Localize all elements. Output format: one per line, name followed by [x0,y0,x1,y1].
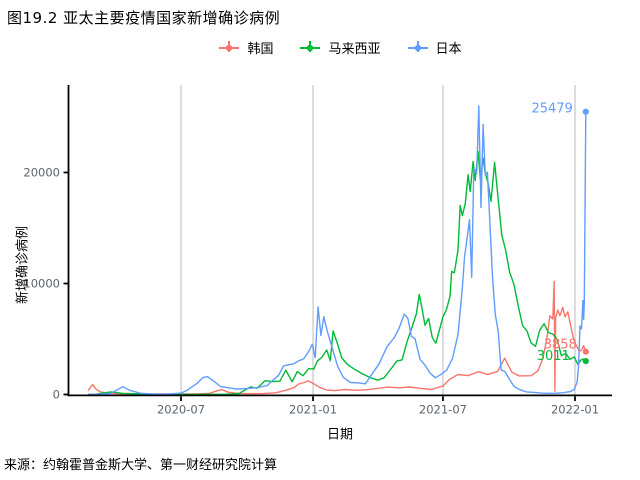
x-tick-label: 2021-01 [289,403,337,417]
legend-key-icon [300,41,321,52]
legend-item-malaysia: 马来西亚 [299,38,381,57]
x-tick-label: 2020-07 [157,403,205,417]
series-endpoint-马来西亚 [582,358,589,365]
y-tick-label: 0 [53,388,60,402]
legend-label: 日本 [435,41,462,57]
series-endpoint-韩国 [582,348,589,355]
series-line-韩国 [87,280,587,395]
legend-label: 韩国 [247,41,274,57]
data-label-3011: 3011 [537,349,570,364]
data-label-3858: 3858 [544,338,577,353]
series-line-马来西亚 [87,150,587,396]
y-tick-label: 10000 [23,277,60,291]
series-line-日本 [87,105,587,396]
y-tick-label: 20000 [23,166,60,180]
data-label-25479: 25479 [531,102,572,117]
legend: 韩国 马来西亚 日本 [68,37,612,57]
legend-label: 马来西亚 [328,41,381,57]
legend-item-japan: 日本 [407,38,462,57]
y-axis-title: 新增确诊病例 [15,225,31,305]
x-tick-label: 2021-07 [419,403,467,417]
legend-key-icon [407,41,428,52]
figure-title: 图19.2 亚太主要疫情国家新增确诊病例 [7,9,281,27]
legend-item-korea: 韩国 [218,38,273,57]
legend-key-icon [219,41,240,52]
source-note: 来源：约翰霍普金斯大学、第一财经研究院计算 [4,458,278,473]
x-axis-title: 日期 [326,427,354,443]
x-tick-label: 2022-01 [551,403,599,417]
series-endpoint-日本 [582,108,589,115]
